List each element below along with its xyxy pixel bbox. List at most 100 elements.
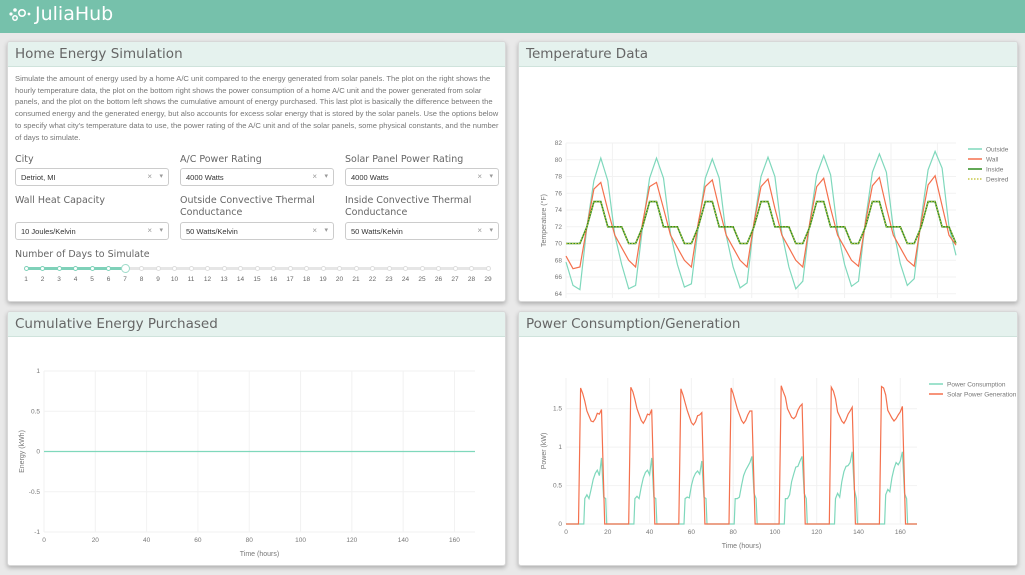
clear-icon[interactable]: × (477, 226, 482, 235)
x-axis-label: Time (hours) (722, 543, 761, 550)
slider-mark[interactable] (139, 266, 144, 271)
clear-icon[interactable]: × (312, 172, 317, 181)
slider-tick-label: 12 (203, 276, 212, 283)
slider-mark[interactable] (320, 266, 326, 271)
x-tick-label: 80 (730, 529, 738, 536)
slider-tick-label: 26 (434, 276, 443, 283)
slider-mark[interactable] (287, 266, 293, 271)
chevron-down-icon[interactable]: ▾ (159, 173, 163, 180)
slider-mark[interactable] (403, 266, 408, 271)
x-tick-label: 60 (194, 537, 202, 544)
city-select[interactable]: Detriot, MI × ▾ (15, 168, 169, 186)
y-tick-label: 1 (558, 444, 562, 451)
chevron-down-icon[interactable]: ▾ (324, 227, 328, 234)
juliahub-logo[interactable]: JuliaHub (8, 3, 113, 25)
chevron-down-icon[interactable]: ▾ (159, 227, 163, 234)
legend-label: Outside (986, 147, 1009, 154)
slider-tick-label: 25 (418, 276, 426, 283)
x-tick-label: 140 (398, 537, 409, 544)
slider-mark[interactable] (56, 266, 62, 271)
slider-mark[interactable] (469, 266, 474, 271)
slider-handle[interactable] (120, 264, 130, 273)
wall-heat-value: 10 Joules/Kelvin (21, 227, 76, 236)
slider-tick-label: 29 (484, 276, 492, 283)
slider-mark[interactable] (155, 266, 161, 271)
y-tick-label: 66 (555, 274, 563, 281)
x-tick-label: 20 (604, 529, 612, 536)
x-tick-label: 160 (895, 529, 906, 536)
x-axis-label: Time (hours) (240, 551, 279, 558)
chevron-down-icon[interactable]: ▾ (489, 227, 493, 234)
slider-mark[interactable] (238, 266, 243, 271)
y-tick-label: 80 (555, 157, 563, 164)
temperature-chart: 0204060801001201401606466687072747678808… (540, 140, 1009, 298)
slider-tick-label: 6 (106, 276, 111, 283)
wall-heat-label: Wall Heat Capacity (15, 195, 105, 206)
slider-mark[interactable] (353, 266, 359, 271)
days-label: Number of Days to Simulate (15, 249, 150, 260)
slider-mark[interactable] (73, 266, 78, 271)
slider-mark[interactable] (436, 266, 441, 271)
slider-mark[interactable] (337, 266, 342, 271)
slider-tick-label: 22 (368, 276, 377, 283)
slider-tick-label: 21 (352, 276, 360, 283)
y-tick-label: 1 (36, 368, 40, 375)
series-line-inside (566, 200, 957, 245)
slider-mark[interactable] (386, 266, 392, 271)
legend-label: Desired (986, 177, 1009, 184)
julia-dots-icon (9, 8, 31, 21)
y-axis-label: Power (kW) (541, 433, 548, 470)
clear-icon[interactable]: × (147, 226, 152, 235)
slider-tick-label: 18 (302, 276, 311, 283)
solar-power-label: Solar Panel Power Rating (345, 154, 464, 165)
series-line-outside (565, 149, 957, 291)
series-line-power-consumption (566, 451, 917, 525)
x-tick-label: 0 (42, 537, 46, 544)
chevron-down-icon[interactable]: ▾ (489, 173, 493, 180)
slider-mark[interactable] (254, 266, 260, 271)
slider-mark[interactable] (23, 266, 29, 271)
y-tick-label: 70 (555, 241, 563, 248)
x-tick-label: 40 (143, 537, 151, 544)
outside-conductance-value: 50 Watts/Kelvin (186, 227, 238, 236)
y-tick-label: 0.5 (31, 408, 40, 415)
y-tick-label: 68 (555, 257, 563, 264)
clear-icon[interactable]: × (477, 172, 482, 181)
ac-power-select[interactable]: 4000 Watts × ▾ (180, 168, 334, 186)
slider-tick-label: 4 (73, 276, 78, 283)
chevron-down-icon[interactable]: ▾ (324, 173, 328, 180)
inside-conductance-select[interactable]: 50 Watts/Kelvin × ▾ (345, 222, 499, 240)
slider-mark[interactable] (304, 266, 309, 271)
panel-title: Temperature Data (519, 42, 1017, 67)
solar-power-select[interactable]: 4000 Watts × ▾ (345, 168, 499, 186)
slider-tick-label: 11 (187, 276, 195, 283)
temperature-panel: Temperature Data 02040608010012014016064… (518, 41, 1018, 302)
wall-heat-select[interactable]: 10 Joules/Kelvin × ▾ (15, 222, 169, 240)
days-slider[interactable]: 1 2 3 4 5 6 7 8 9 10 11 12 13 14 15 16 17 18 19 20 21 22 23 24 2… (23, 264, 492, 288)
x-tick-label: 140 (853, 529, 864, 536)
slider-mark[interactable] (271, 266, 276, 271)
slider-mark[interactable] (419, 266, 425, 271)
slider-mark[interactable] (40, 266, 45, 271)
slider-tick-label: 3 (57, 276, 61, 283)
slider-mark[interactable] (205, 266, 210, 271)
slider-mark[interactable] (485, 266, 491, 271)
y-tick-label: 0.5 (553, 483, 562, 490)
outside-conductance-select[interactable]: 50 Watts/Kelvin × ▾ (180, 222, 334, 240)
slider-mark[interactable] (106, 266, 111, 271)
city-value: Detriot, MI (21, 173, 56, 182)
y-tick-label: 74 (555, 207, 563, 214)
slider-mark[interactable] (452, 266, 458, 271)
slider-mark[interactable] (172, 266, 177, 271)
slider-mark[interactable] (370, 266, 375, 271)
clear-icon[interactable]: × (312, 226, 317, 235)
y-axis-label: Temperature (°F) (540, 194, 548, 247)
slider-mark[interactable] (188, 266, 194, 271)
slider-tick-label: 27 (451, 276, 459, 283)
x-tick-label: 60 (688, 529, 696, 536)
y-tick-label: 72 (555, 224, 563, 231)
slider-mark[interactable] (89, 266, 95, 271)
slider-tick-label: 8 (139, 276, 144, 283)
clear-icon[interactable]: × (147, 172, 152, 181)
slider-mark[interactable] (221, 266, 227, 271)
